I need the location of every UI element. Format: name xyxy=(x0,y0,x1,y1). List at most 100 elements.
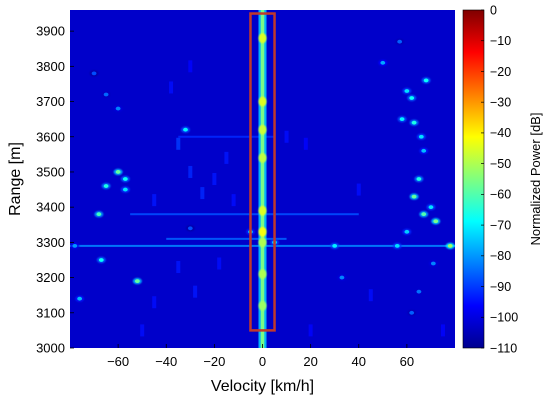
y-tick-label: 3600 xyxy=(36,129,65,144)
y-tick-label: 3000 xyxy=(36,341,65,356)
ridge-peak xyxy=(258,269,267,280)
target-mark xyxy=(423,78,429,83)
ridge-peak xyxy=(258,33,267,44)
ridge-peak xyxy=(258,300,267,311)
y-axis-ticks: 3000 3100 3200 3300 3400 3500 3600 3700 3800 3900 xyxy=(36,24,74,356)
colorbar-ticks: 0 −10 −20 −30 −40 −50 −60 −70 −80 −90 −100 −110 xyxy=(481,3,518,355)
y-tick-label: 3700 xyxy=(36,94,65,109)
target-mark xyxy=(115,106,121,111)
target-mark xyxy=(447,243,453,248)
clutter-mark xyxy=(308,324,313,337)
horizontal-streak xyxy=(130,213,359,216)
target-mark xyxy=(416,177,422,181)
colorbar-tick-label: −10 xyxy=(490,34,511,48)
clutter-mark xyxy=(188,165,193,178)
target-mark xyxy=(416,289,422,294)
colorbar-tick-label: −40 xyxy=(490,126,511,140)
x-axis-label: Velocity [km/h] xyxy=(211,378,314,395)
clutter-mark xyxy=(440,324,445,337)
colorbar-tick-label: −80 xyxy=(490,249,511,263)
clutter-mark xyxy=(212,173,217,185)
clutter-mark xyxy=(224,151,229,164)
target-mark xyxy=(428,205,434,210)
colorbar-tick-label: −90 xyxy=(490,280,511,294)
colorbar-gradient xyxy=(463,10,484,348)
target-mark xyxy=(115,170,121,174)
ridge-peak xyxy=(258,237,267,248)
x-tick-label: −60 xyxy=(107,354,129,369)
target-mark xyxy=(397,39,403,44)
target-mark xyxy=(98,258,104,262)
y-tick-label: 3900 xyxy=(36,24,65,39)
plot-area: −60 −40 −20 0 20 40 60 3000 3100 3200 3300 3400 350… xyxy=(36,10,455,369)
target-mark xyxy=(103,184,109,188)
colorbar-tick-label: −20 xyxy=(490,65,511,79)
x-tick-label: −20 xyxy=(203,354,225,369)
ridge-peak xyxy=(258,205,267,216)
zero-velocity-ridge xyxy=(260,10,265,348)
colorbar-label: Normalized Power [dB] xyxy=(528,113,543,246)
y-tick-label: 3200 xyxy=(36,270,65,285)
target-mark xyxy=(77,296,83,301)
ridge-peak xyxy=(258,152,267,163)
target-mark xyxy=(418,134,424,139)
highlight-box xyxy=(249,12,276,332)
colorbar-tick-label: −60 xyxy=(490,188,511,202)
colorbar: 0 −10 −20 −30 −40 −50 −60 −70 −80 −90 −100 −110 xyxy=(462,3,518,355)
clutter-mark xyxy=(152,296,157,309)
target-mark xyxy=(430,261,436,266)
target-mark xyxy=(91,71,97,76)
clutter-mark xyxy=(303,137,308,150)
horizontal-streak xyxy=(178,135,275,138)
target-mark xyxy=(421,148,427,153)
x-tick-label: 20 xyxy=(303,354,317,369)
target-mark xyxy=(187,226,193,231)
target-mark xyxy=(409,310,415,315)
clutter-mark xyxy=(356,183,361,196)
target-mark xyxy=(103,92,109,97)
y-axis-label: Range [m] xyxy=(7,142,24,216)
x-tick-label: 40 xyxy=(352,354,366,369)
target-mark xyxy=(399,117,405,122)
target-mark xyxy=(332,243,338,248)
target-mark xyxy=(433,219,439,224)
clutter-mark xyxy=(176,137,181,150)
target-mark xyxy=(411,194,417,199)
colorbar-tick-label: −70 xyxy=(490,218,511,232)
colorbar-tick-label: 0 xyxy=(490,3,497,17)
colorbar-tick-label: −100 xyxy=(490,311,518,325)
target-mark xyxy=(404,229,410,234)
clutter-mark xyxy=(231,194,236,207)
target-mark xyxy=(411,120,417,125)
y-tick-label: 3100 xyxy=(36,305,65,320)
target-mark xyxy=(380,60,386,65)
x-tick-label: 60 xyxy=(400,354,414,369)
x-tick-label: −40 xyxy=(155,354,177,369)
x-tick-label: 0 xyxy=(259,354,266,369)
horizontal-streak xyxy=(166,237,287,240)
colorbar-tick-label: −30 xyxy=(490,95,511,109)
y-tick-label: 3500 xyxy=(36,164,65,179)
target-mark xyxy=(72,243,78,248)
clutter-mark xyxy=(193,285,198,298)
target-mark xyxy=(183,127,188,132)
target-mark xyxy=(339,275,345,280)
target-mark xyxy=(421,212,427,217)
clutter-mark xyxy=(176,261,181,274)
y-tick-label: 3400 xyxy=(36,200,65,215)
clutter-mark xyxy=(152,194,157,207)
target-mark xyxy=(394,243,400,248)
target-mark xyxy=(96,212,102,217)
target-mark xyxy=(409,96,415,100)
clutter-mark xyxy=(200,187,205,200)
clutter-mark xyxy=(169,81,174,94)
target-mark xyxy=(122,187,128,192)
clutter-mark xyxy=(140,324,145,337)
target-mark xyxy=(122,177,128,181)
clutter-mark xyxy=(368,289,373,302)
y-tick-label: 3300 xyxy=(36,235,65,250)
target-mark xyxy=(134,279,140,284)
clutter-mark xyxy=(188,60,193,73)
